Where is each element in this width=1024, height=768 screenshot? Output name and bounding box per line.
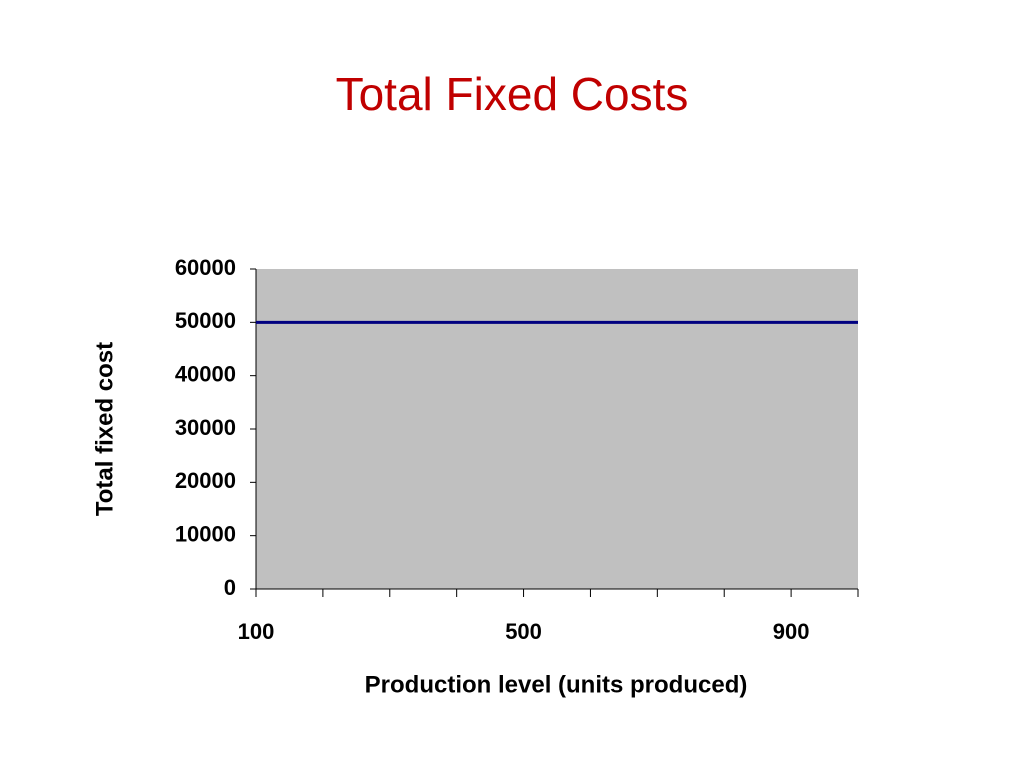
- y-axis-label: Total fixed cost: [91, 342, 118, 516]
- y-tick-label: 40000: [175, 361, 236, 386]
- y-tick-label: 0: [224, 575, 236, 600]
- y-tick-label: 30000: [175, 415, 236, 440]
- x-tick-label: 500: [505, 619, 542, 644]
- x-tick-label: 900: [773, 619, 810, 644]
- y-tick-label: 50000: [175, 308, 236, 333]
- x-tick-label: 100: [238, 619, 275, 644]
- y-tick-label: 10000: [175, 521, 236, 546]
- x-axis-label: Production level (units produced): [365, 671, 748, 698]
- y-tick-label: 20000: [175, 468, 236, 493]
- y-tick-label: 60000: [175, 255, 236, 280]
- chart-title: Total Fixed Costs: [336, 68, 689, 120]
- plot-area: [256, 269, 858, 589]
